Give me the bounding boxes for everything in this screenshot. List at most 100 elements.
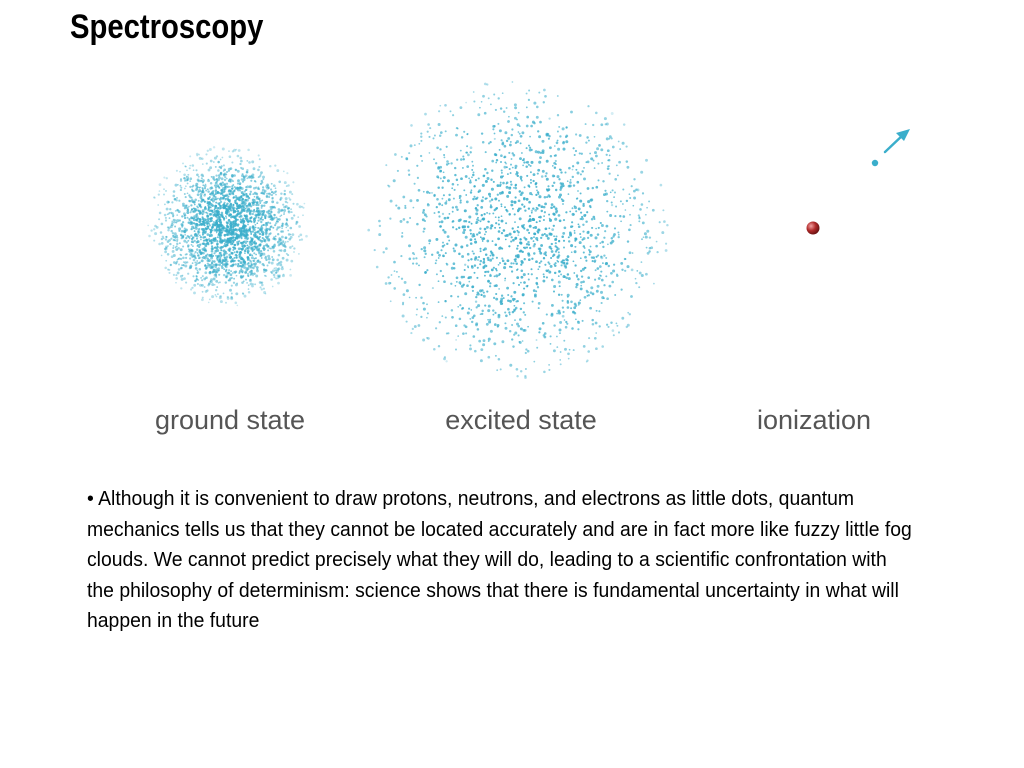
electron-cloud-dot: [479, 106, 481, 109]
electron-cloud-dot: [277, 267, 281, 271]
electron-cloud-dot: [544, 227, 548, 231]
electron-cloud-dot: [538, 195, 542, 199]
electron-cloud-dot: [530, 273, 533, 276]
electron-cloud-dot: [530, 268, 533, 271]
electron-cloud-dot: [214, 294, 217, 296]
electron-cloud-dot: [497, 97, 500, 100]
electron-cloud-dot: [228, 150, 230, 153]
electron-cloud-dot: [442, 176, 446, 179]
electron-cloud-dot: [278, 180, 282, 184]
electron-cloud-dot: [296, 202, 299, 206]
electron-cloud-dot: [465, 151, 468, 154]
electron-cloud-dot: [298, 205, 302, 209]
electron-cloud-dot: [256, 259, 260, 263]
electron-cloud-dot: [225, 173, 228, 176]
electron-cloud-dot: [187, 173, 190, 176]
electron-cloud-dot: [184, 264, 188, 268]
electron-cloud-dot: [276, 240, 280, 244]
electron-cloud-dot: [526, 349, 530, 353]
electron-cloud-dot: [201, 163, 204, 165]
electron-cloud-dot: [513, 186, 515, 189]
electron-cloud-dot: [170, 237, 173, 240]
electron-cloud-dot: [183, 177, 186, 180]
electron-cloud-dot: [187, 245, 190, 248]
electron-cloud-dot: [460, 245, 464, 249]
electron-cloud-dot: [621, 141, 625, 145]
electron-cloud-dot: [219, 196, 222, 199]
electron-cloud-dot: [545, 133, 549, 137]
electron-cloud-dot: [477, 113, 481, 117]
electron-cloud-dot: [264, 217, 267, 220]
electron-cloud-dot: [190, 234, 193, 237]
electron-cloud-dot: [191, 249, 194, 253]
electron-cloud-dot: [222, 170, 225, 172]
electron-cloud-dot: [214, 165, 217, 168]
electron-cloud-dot: [527, 98, 530, 101]
electron-cloud-dot: [475, 306, 478, 309]
electron-cloud-dot: [409, 144, 413, 148]
electron-cloud-dot: [441, 197, 444, 200]
electron-cloud-dot: [199, 234, 201, 237]
electron-cloud-dot: [648, 247, 652, 250]
electron-cloud-dot: [388, 185, 391, 188]
electron-cloud-dot: [292, 181, 295, 184]
electron-cloud-dot: [573, 154, 576, 156]
electron-cloud-dot: [610, 321, 613, 324]
electron-cloud-dot: [486, 256, 490, 260]
electron-cloud-dot: [251, 160, 255, 164]
electron-cloud-dot: [233, 238, 237, 242]
electron-cloud-dot: [599, 274, 601, 277]
electron-cloud-dot: [269, 247, 272, 250]
electron-cloud-dot: [236, 224, 240, 227]
electron-cloud-dot: [507, 307, 510, 311]
electron-cloud-dot: [422, 190, 425, 193]
electron-cloud-dot: [231, 150, 235, 153]
electron-cloud-dot: [176, 242, 179, 246]
electron-cloud-dot: [490, 198, 494, 201]
electron-cloud-dot: [280, 208, 284, 212]
electron-cloud-dot: [479, 313, 482, 316]
electron-cloud-dot: [562, 310, 565, 314]
electron-cloud-dot: [225, 230, 229, 234]
electron-cloud-dot: [590, 157, 594, 161]
electron-cloud-dot: [604, 189, 607, 192]
electron-cloud-dot: [572, 349, 575, 352]
electron-cloud-dot: [510, 240, 513, 243]
electron-cloud-dot: [428, 239, 432, 243]
electron-cloud-dot: [439, 104, 442, 107]
electron-cloud-dot: [225, 217, 228, 219]
electron-cloud-dot: [559, 332, 561, 334]
electron-cloud-dot: [613, 196, 615, 199]
electron-cloud-dot: [610, 237, 613, 240]
electron-cloud-dot: [240, 241, 243, 244]
electron-cloud-dot: [408, 296, 411, 299]
electron-cloud-dot: [226, 237, 230, 241]
electron-cloud-dot: [556, 175, 560, 179]
electron-cloud-dot: [265, 185, 269, 188]
electron-cloud-dot: [495, 274, 499, 278]
electron-cloud-dot: [646, 206, 648, 209]
electron-cloud-dot: [472, 335, 476, 338]
electron-cloud-dot: [610, 201, 613, 204]
electron-cloud-dot: [517, 111, 520, 114]
electron-cloud-dot: [517, 199, 521, 203]
electron-cloud-dot: [600, 123, 604, 127]
electron-cloud-dot: [237, 262, 239, 265]
electron-cloud-dot: [415, 313, 418, 316]
electron-cloud-dot: [521, 340, 524, 342]
electron-cloud-dot: [645, 158, 648, 162]
electron-cloud-dot: [194, 267, 198, 270]
electron-cloud-dot: [170, 255, 174, 259]
electron-cloud-dot: [241, 271, 244, 274]
electron-cloud-dot: [465, 200, 469, 204]
electron-cloud-dot: [593, 336, 597, 340]
electron-cloud-dot: [187, 221, 190, 224]
electron-cloud-dot: [462, 231, 466, 235]
electron-cloud-dot: [244, 229, 248, 233]
electron-cloud-dot: [564, 266, 568, 269]
electron-cloud-dot: [498, 149, 501, 151]
electron-cloud-dot: [564, 347, 567, 351]
electron-cloud-dot: [511, 166, 514, 169]
electron-cloud-dot: [524, 313, 527, 316]
electron-cloud-dot: [271, 256, 274, 258]
